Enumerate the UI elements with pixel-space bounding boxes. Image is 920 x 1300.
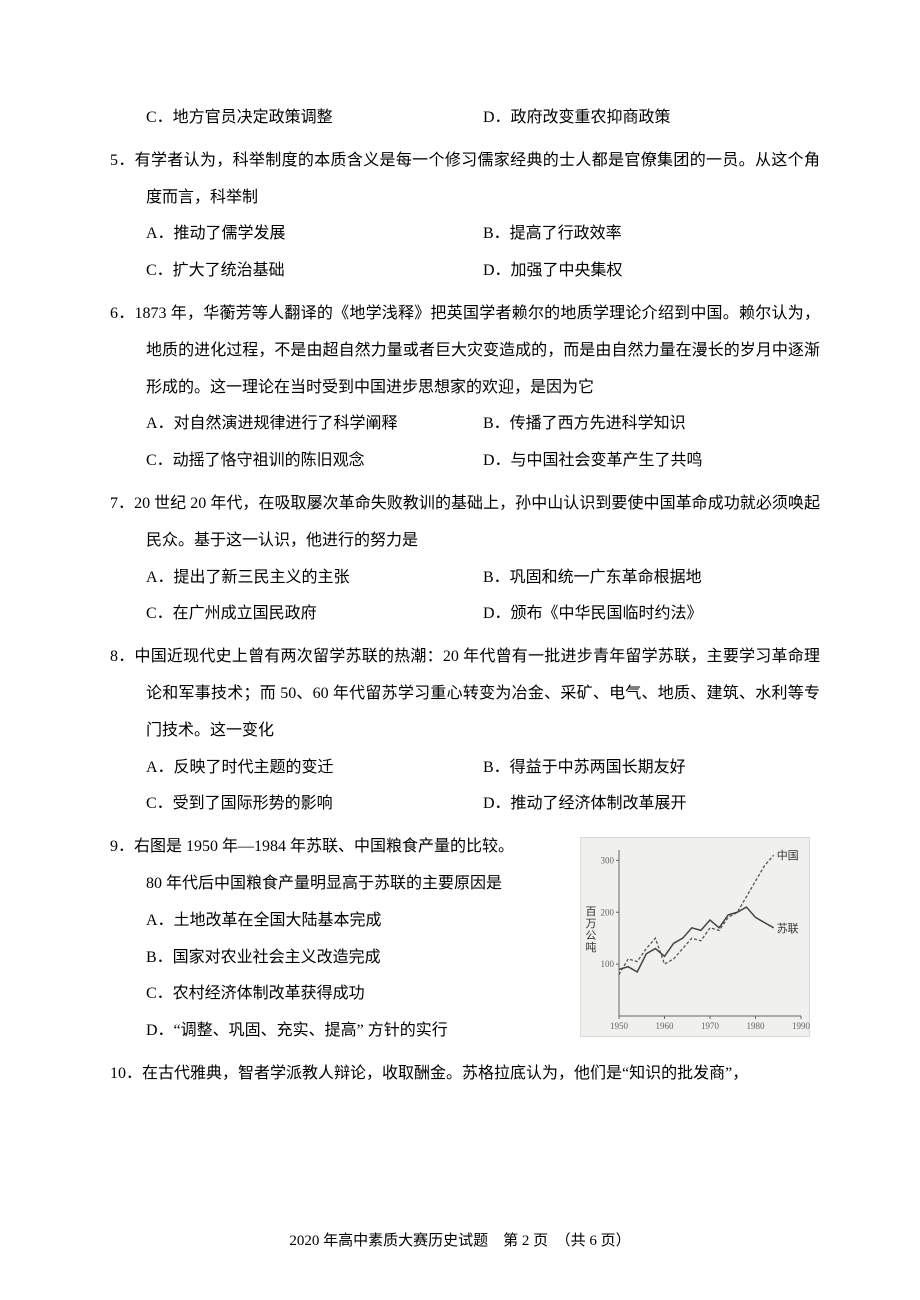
option-d: D．推动了经济体制改革展开: [483, 786, 820, 823]
option-c: C．在广州成立国民政府: [146, 596, 483, 633]
option-a: A．土地改革在全国大陆基本完成: [146, 903, 550, 940]
svg-text:苏联: 苏联: [777, 922, 799, 935]
question-9: 9．右图是 1950 年—1984 年苏联、中国粮食产量的比较。 80 年代后中…: [110, 829, 820, 1050]
page-footer: 2020 年高中素质大赛历史试题 第 2 页 （共 6 页）: [0, 1224, 920, 1259]
option-d: D．颁布《中华民国临时约法》: [483, 596, 820, 633]
svg-text:万: 万: [586, 918, 597, 930]
question-number: 6．: [110, 305, 134, 322]
option-d: D．“调整、巩固、充实、提高” 方针的实行: [146, 1013, 550, 1050]
question-8: 8．中国近现代史上曾有两次留学苏联的热潮：20 年代曾有一批进步青年留学苏联，主…: [110, 639, 820, 823]
svg-text:1950: 1950: [610, 1021, 629, 1031]
question-stem-line2: 80 年代后中国粮食产量明显高于苏联的主要原因是: [110, 866, 550, 903]
option-c: C．动摇了恪守祖训的陈旧观念: [146, 443, 483, 480]
option-c: C．扩大了统治基础: [146, 253, 483, 290]
option-a: A．反映了时代主题的变迁: [146, 750, 483, 787]
question-10: 10．在古代雅典，智者学派教人辩论，收取酬金。苏格拉底认为，他们是“知识的批发商…: [110, 1056, 820, 1093]
option-c: C．农村经济体制改革获得成功: [146, 976, 550, 1013]
svg-text:中国: 中国: [777, 849, 799, 862]
question-stem: 5．有学者认为，科举制度的本质含义是每一个修习儒家经典的士人都是官僚集团的一员。…: [110, 143, 820, 217]
question-number: 9．: [110, 838, 134, 855]
question-stem: 7．20 世纪 20 年代，在吸取屡次革命失败教训的基础上，孙中山认识到要使中国…: [110, 486, 820, 560]
question-5: 5．有学者认为，科举制度的本质含义是每一个修习儒家经典的士人都是官僚集团的一员。…: [110, 143, 820, 290]
option-c: C．地方官员决定政策调整: [146, 100, 483, 137]
question-number: 10．: [110, 1065, 142, 1082]
question-number: 8．: [110, 648, 134, 665]
option-a: A．对自然演进规律进行了科学阐释: [146, 406, 483, 443]
option-c: C．受到了国际形势的影响: [146, 786, 483, 823]
question-number: 7．: [110, 495, 134, 512]
question-6: 6．1873 年，华蘅芳等人翻译的《地学浅释》把英国学者赖尔的地质学理论介绍到中…: [110, 296, 820, 480]
svg-text:1960: 1960: [656, 1021, 675, 1031]
chart-svg: 100 200 300 1950 1960 1970 1980 1990 百万公吨 中国苏联: [581, 838, 811, 1038]
option-a: A．提出了新三民主义的主张: [146, 560, 483, 597]
question-number: 5．: [110, 152, 135, 169]
grain-production-chart: 100 200 300 1950 1960 1970 1980 1990 百万公吨 中国苏联: [580, 837, 810, 1037]
svg-text:100: 100: [601, 959, 615, 969]
option-b: B．提高了行政效率: [483, 216, 820, 253]
option-b: B．巩固和统一广东革命根据地: [483, 560, 820, 597]
option-b: B．国家对农业社会主义改造完成: [146, 940, 550, 977]
question-stem: 9．右图是 1950 年—1984 年苏联、中国粮食产量的比较。: [110, 829, 550, 866]
option-b: B．传播了西方先进科学知识: [483, 406, 820, 443]
svg-text:300: 300: [601, 856, 615, 866]
svg-text:吨: 吨: [586, 941, 597, 954]
svg-text:1980: 1980: [747, 1021, 766, 1031]
option-b: B．得益于中苏两国长期友好: [483, 750, 820, 787]
svg-text:1970: 1970: [701, 1021, 720, 1031]
svg-text:200: 200: [601, 907, 615, 917]
question-stem: 8．中国近现代史上曾有两次留学苏联的热潮：20 年代曾有一批进步青年留学苏联，主…: [110, 639, 820, 749]
option-d: D．加强了中央集权: [483, 253, 820, 290]
svg-text:1990: 1990: [792, 1021, 811, 1031]
option-a: A．推动了儒学发展: [146, 216, 483, 253]
question-7: 7．20 世纪 20 年代，在吸取屡次革命失败教训的基础上，孙中山认识到要使中国…: [110, 486, 820, 633]
question-stem: 6．1873 年，华蘅芳等人翻译的《地学浅释》把英国学者赖尔的地质学理论介绍到中…: [110, 296, 820, 406]
prev-question-options: C．地方官员决定政策调整 D．政府改变重农抑商政策: [110, 100, 820, 137]
option-d: D．与中国社会变革产生了共鸣: [483, 443, 820, 480]
svg-text:公: 公: [586, 930, 597, 942]
option-d: D．政府改变重农抑商政策: [483, 100, 820, 137]
svg-text:百: 百: [586, 906, 597, 918]
question-stem: 10．在古代雅典，智者学派教人辩论，收取酬金。苏格拉底认为，他们是“知识的批发商…: [110, 1056, 820, 1093]
